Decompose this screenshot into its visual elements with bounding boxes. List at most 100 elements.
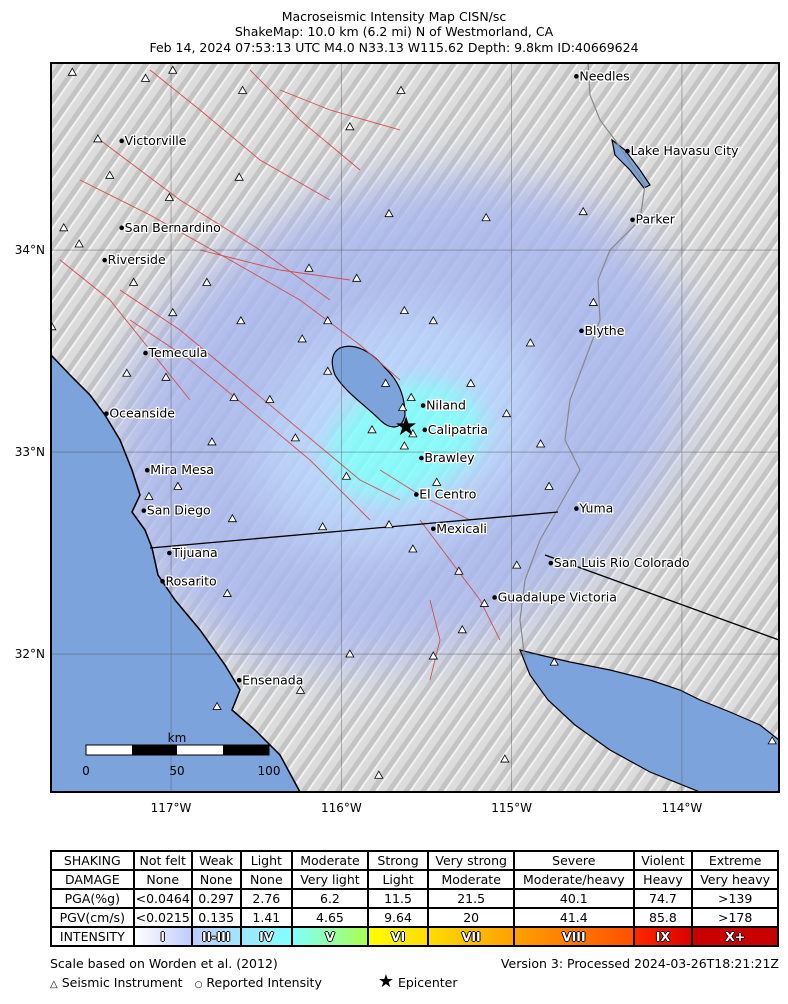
station-triangle-icon [351, 273, 362, 282]
legend-cell: 1.41 [239, 907, 294, 928]
legend-symbols: △ Seismic Instrument ○ Reported Intensit… [50, 971, 458, 992]
scale-note: Scale based on Worden et al. (2012) [50, 956, 278, 971]
station-triangle-icon [168, 307, 178, 317]
lat-tick-label: 33°N [15, 445, 45, 459]
city-label: Needles [579, 68, 629, 83]
station-triangle-icon [396, 85, 406, 94]
station-triangle-icon [212, 701, 222, 710]
legend-cell: Heavy [632, 869, 694, 890]
city-label: Yuma [578, 501, 613, 516]
epicenter-label: Epicenter [397, 975, 458, 990]
circle-icon: ○ [194, 980, 203, 990]
legend-row-pgvcms: PGV(cm/s) <0.0215 0.135 1.41 4.65 9.64 20 41.4 8… [50, 907, 779, 928]
legend-cell: Strong [366, 850, 430, 871]
station-triangle-icon [128, 277, 139, 286]
legend-cell: None [239, 869, 294, 890]
station-triangle-icon [168, 65, 178, 74]
city-label: Temecula [148, 345, 208, 360]
legend-row-damage: DAMAGE None None None Very light Light Moderat… [50, 869, 779, 890]
station-triangle-icon [74, 239, 84, 248]
station-triangle-icon [234, 172, 244, 181]
legend-cell: Extreme [691, 850, 779, 871]
station-triangle-icon [304, 263, 314, 272]
event-details: Feb 14, 2024 07:53:13 UTC M4.0 N33.13 W1… [149, 40, 639, 55]
legend-cell: <0.0464 [132, 888, 193, 909]
legend-cell: Severe [513, 850, 635, 871]
station-triangle-icon [144, 491, 154, 500]
epicenter-star-icon: ★ [394, 412, 417, 442]
city-label: Niland [426, 398, 466, 413]
city-dot [413, 492, 419, 497]
legend-cell: >139 [691, 888, 779, 909]
station-triangle-icon [323, 315, 333, 325]
station-triangle-icon [140, 73, 151, 82]
station-triangle-icon [578, 206, 588, 216]
station-triangle-icon [512, 560, 522, 569]
city-dot [630, 217, 635, 223]
legend-cell: Weak [190, 850, 242, 871]
city-dot [431, 526, 436, 532]
station-triangle-icon [207, 437, 217, 446]
city-label: Rosarito [166, 573, 217, 588]
intensity-cell: II-III [190, 926, 242, 947]
city-dot [419, 455, 424, 461]
legend-cell: Very strong [427, 850, 516, 871]
station-triangle-icon [265, 394, 275, 403]
city-dot [160, 579, 165, 584]
legend-row-header: INTENSITY [50, 926, 135, 947]
legend-row-intensity: INTENSITY I II-III IV V VI VII VIII IX X+ [50, 926, 779, 947]
city-dot [143, 350, 148, 356]
legend-cell: 6.2 [291, 888, 369, 909]
colorado-river [519, 63, 646, 661]
legend-cell: 74.7 [632, 888, 694, 909]
city-dot [420, 403, 426, 408]
station-triangle-icon [222, 588, 232, 597]
station-triangle-icon [479, 598, 490, 607]
fault-lines [59, 69, 501, 681]
station-triangle-icon [236, 315, 246, 325]
station-triangle-icon [500, 754, 510, 763]
city-dot [236, 677, 242, 683]
triangle-icon: △ [50, 979, 58, 990]
scale-bar: km 0 50 100 [82, 731, 280, 778]
scale-unit: km [168, 731, 187, 745]
station-triangle-icon [297, 334, 307, 343]
legend-cell: <0.0215 [132, 907, 193, 928]
station-triangle-icon [93, 134, 103, 143]
station-triangle-icon [173, 481, 183, 490]
scale-label-50: 50 [169, 764, 184, 778]
station-triangle-icon [374, 770, 384, 779]
station-triangle-icon [59, 223, 69, 232]
intensity-map: Needles Victorville Lake Havasu City Parker… [15, 62, 780, 815]
map-title: Macroseismic Intensity Map CISN/sc [281, 9, 507, 24]
lat-tick-label: 32°N [15, 647, 45, 661]
intensity-cell: I [132, 926, 193, 947]
station-triangle-icon [229, 392, 239, 401]
city-label: El Centro [419, 486, 476, 501]
city-label: Brawley [424, 450, 475, 465]
legend-cell: 21.5 [427, 888, 516, 909]
station-triangle-icon [380, 378, 391, 387]
station-triangle-icon [399, 305, 410, 315]
city-dot [167, 550, 172, 556]
legend-row-header: SHAKING [50, 850, 135, 871]
legend-row-header: DAMAGE [50, 869, 135, 890]
city-dot [492, 595, 497, 600]
legend-cell: Light [239, 850, 294, 871]
city-label: Mira Mesa [150, 462, 214, 477]
legend-cell: Violent [632, 850, 694, 871]
city-label: San Luis Rio Colorado [554, 555, 690, 570]
station-triangle-icon [406, 392, 416, 401]
station-triangle-icon [428, 651, 438, 660]
station-triangle-icon [384, 208, 394, 218]
legend-cell: 0.297 [190, 888, 242, 909]
station-triangle-icon [67, 67, 77, 76]
station-triangle-icon [345, 122, 355, 131]
legend-cell: 0.135 [190, 907, 242, 928]
intensity-cell: VI [366, 926, 430, 947]
city-label: Lake Havasu City [630, 143, 739, 158]
city-dot [144, 467, 150, 473]
station-triangle-icon [202, 277, 212, 286]
map-frame [50, 62, 780, 793]
legend-cell: 2.76 [239, 888, 294, 909]
